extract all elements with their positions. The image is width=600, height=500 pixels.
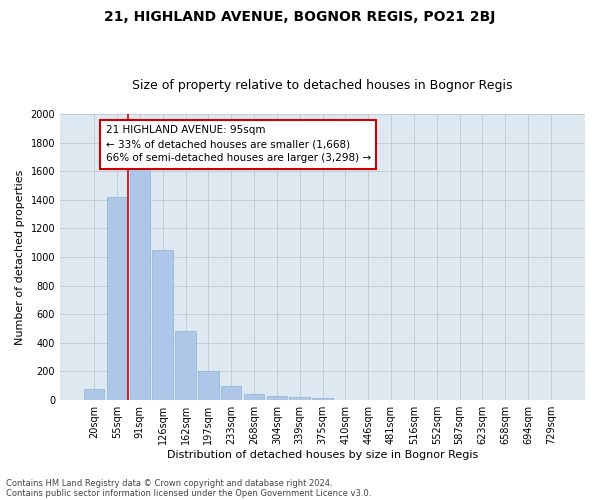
Bar bbox=[221, 386, 241, 400]
Text: 21 HIGHLAND AVENUE: 95sqm
← 33% of detached houses are smaller (1,668)
66% of se: 21 HIGHLAND AVENUE: 95sqm ← 33% of detac… bbox=[106, 126, 371, 164]
X-axis label: Distribution of detached houses by size in Bognor Regis: Distribution of detached houses by size … bbox=[167, 450, 478, 460]
Bar bbox=[244, 394, 264, 400]
Bar bbox=[266, 396, 287, 400]
Bar bbox=[312, 398, 333, 400]
Bar bbox=[84, 388, 104, 400]
Bar bbox=[175, 332, 196, 400]
Bar bbox=[289, 397, 310, 400]
Text: Contains HM Land Registry data © Crown copyright and database right 2024.: Contains HM Land Registry data © Crown c… bbox=[6, 478, 332, 488]
Text: 21, HIGHLAND AVENUE, BOGNOR REGIS, PO21 2BJ: 21, HIGHLAND AVENUE, BOGNOR REGIS, PO21 … bbox=[104, 10, 496, 24]
Bar bbox=[107, 197, 127, 400]
Bar bbox=[130, 168, 150, 400]
Title: Size of property relative to detached houses in Bognor Regis: Size of property relative to detached ho… bbox=[132, 79, 513, 92]
Y-axis label: Number of detached properties: Number of detached properties bbox=[15, 170, 25, 344]
Bar bbox=[152, 250, 173, 400]
Bar bbox=[198, 371, 218, 400]
Text: Contains public sector information licensed under the Open Government Licence v3: Contains public sector information licen… bbox=[6, 488, 371, 498]
